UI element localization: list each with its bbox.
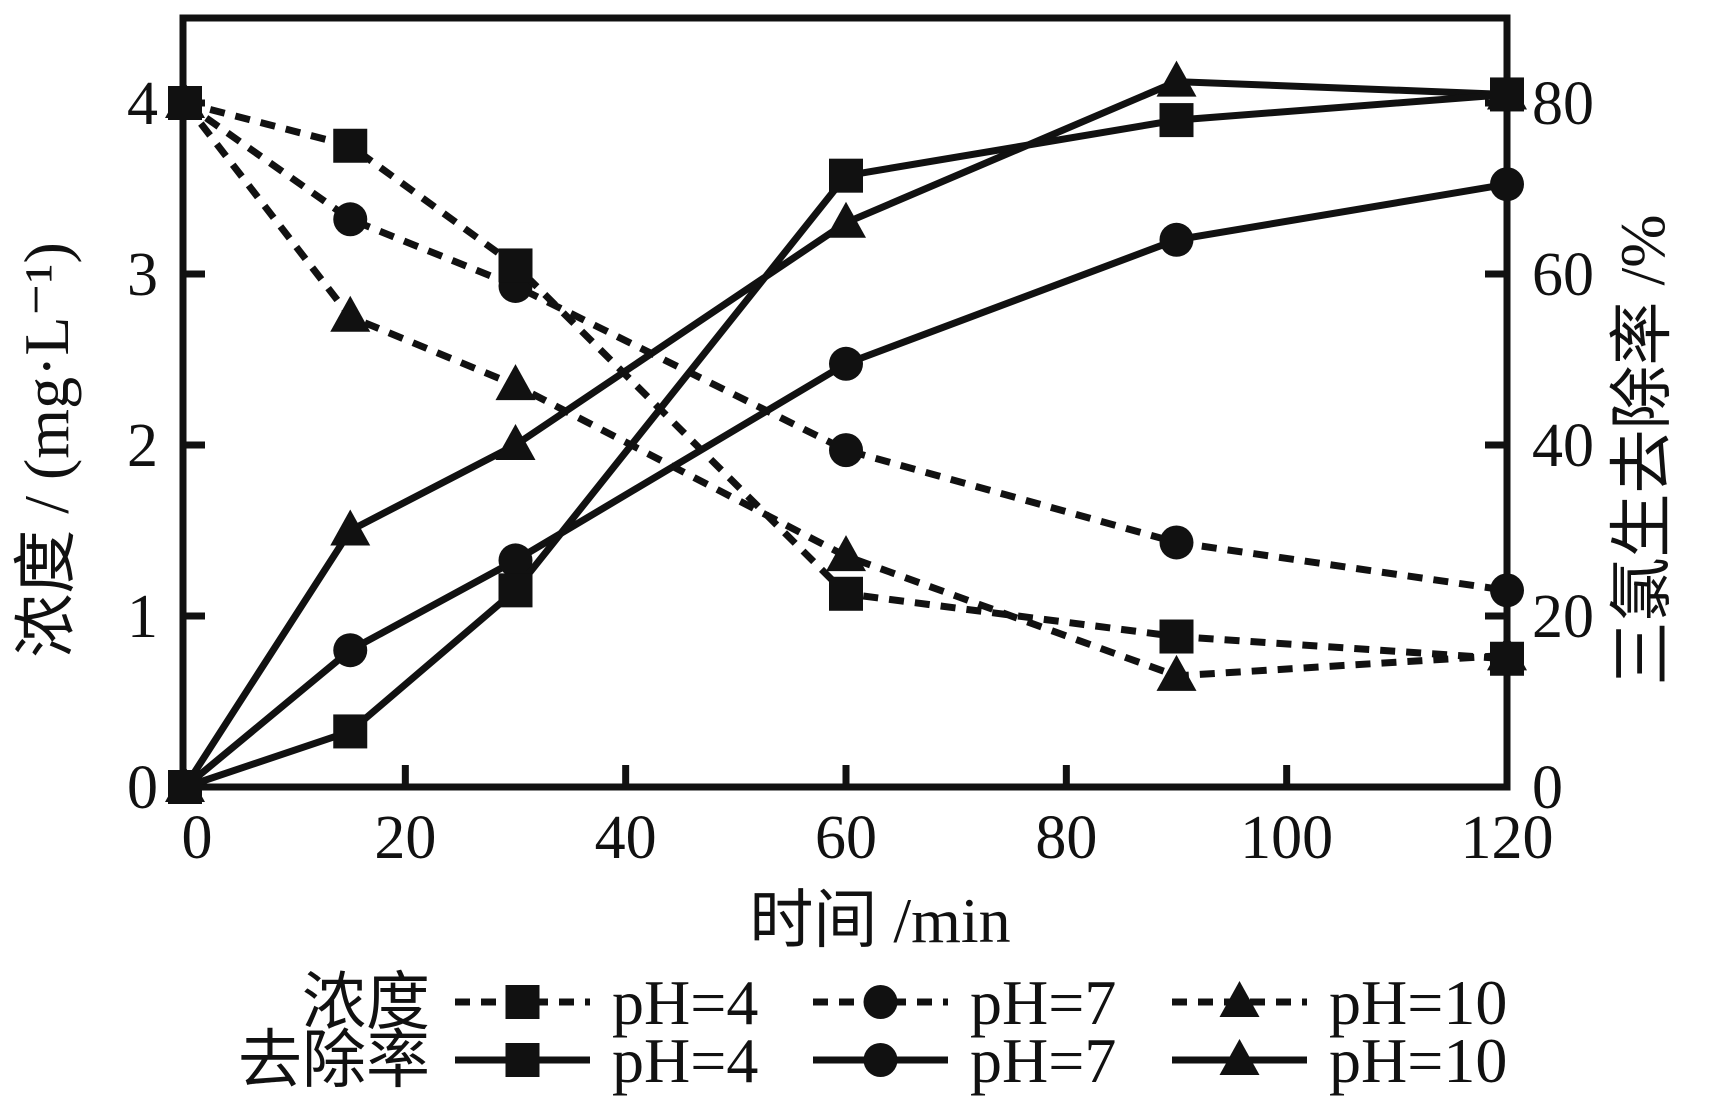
series-concentration-ph4 bbox=[168, 86, 1524, 676]
square-marker bbox=[829, 158, 863, 193]
square-marker bbox=[168, 86, 202, 120]
triangle-marker bbox=[826, 535, 866, 572]
triangle-marker bbox=[495, 424, 536, 460]
square-marker bbox=[1159, 619, 1194, 654]
plot-frame bbox=[179, 14, 1511, 791]
series-line bbox=[182, 100, 1508, 680]
series-removal-ph7 bbox=[168, 167, 1524, 804]
triangle-marker bbox=[1156, 60, 1197, 97]
legend-item-concentration-ph4: pH=4 bbox=[455, 967, 758, 1038]
tick-label: 100 bbox=[1240, 804, 1333, 872]
series-line bbox=[182, 180, 1508, 790]
tick-label: 20 bbox=[374, 804, 436, 872]
circle-marker bbox=[333, 202, 368, 237]
tick-label: 120 bbox=[1461, 804, 1554, 872]
circle-marker bbox=[863, 1043, 898, 1077]
triangle-marker bbox=[826, 201, 866, 238]
tick-label: 80 bbox=[1035, 804, 1097, 872]
legend: 浓度 pH=4 pH=7 pH=10 去除率 pH=4 pH=7 pH=10 bbox=[238, 967, 1507, 1096]
circle-marker bbox=[333, 633, 368, 668]
circle-marker bbox=[1490, 167, 1524, 202]
square-marker bbox=[168, 770, 202, 804]
tick-label: 0 bbox=[1532, 754, 1563, 822]
legend-item-removal-ph4: pH=4 bbox=[455, 1025, 758, 1096]
legend-row-label: 去除率 bbox=[238, 1025, 430, 1096]
legend-row-label: 浓度 bbox=[302, 967, 430, 1038]
square-marker bbox=[505, 985, 540, 1019]
series-line bbox=[184, 99, 1508, 663]
square-marker bbox=[333, 714, 368, 749]
circle-marker bbox=[1159, 222, 1194, 257]
legend-item-label: pH=10 bbox=[1329, 1025, 1507, 1096]
tick-label: 0 bbox=[182, 804, 213, 872]
left-axis-title: 浓度 / (mg·L⁻¹) bbox=[11, 242, 82, 658]
tick-label: 20 bbox=[1532, 583, 1594, 651]
triangle-marker bbox=[330, 295, 371, 332]
series-line bbox=[183, 90, 1508, 791]
tick-label: 3 bbox=[127, 241, 158, 309]
tick-label: 60 bbox=[1532, 241, 1594, 309]
legend-item-removal-ph10: pH=10 bbox=[1172, 1025, 1507, 1096]
tick-label: 4 bbox=[127, 70, 158, 138]
circle-marker bbox=[498, 543, 533, 578]
series-removal-ph4 bbox=[168, 77, 1524, 804]
plot-border bbox=[179, 14, 1511, 791]
square-marker bbox=[1490, 77, 1524, 112]
tick-label: 0 bbox=[127, 754, 158, 822]
x-axis: 0 20 40 60 80 100 120 bbox=[182, 765, 1554, 872]
circle-marker bbox=[829, 433, 863, 468]
tick-label: 80 bbox=[1532, 70, 1594, 138]
tick-label: 2 bbox=[127, 412, 158, 480]
circle-marker bbox=[1159, 525, 1194, 560]
legend-item-label: pH=10 bbox=[1329, 967, 1507, 1038]
triangle-marker bbox=[495, 364, 536, 401]
legend-item-concentration-ph10: pH=10 bbox=[1172, 967, 1507, 1038]
triangle-marker bbox=[1219, 981, 1260, 1017]
circle-marker bbox=[829, 346, 863, 381]
tick-label: 1 bbox=[127, 583, 158, 651]
square-marker bbox=[498, 248, 533, 283]
square-marker bbox=[829, 576, 863, 611]
series-line bbox=[182, 78, 1508, 789]
circle-marker bbox=[1490, 573, 1524, 608]
legend-item-label: pH=7 bbox=[970, 967, 1116, 1038]
y-axis-right: 0 20 40 60 80 bbox=[1485, 70, 1594, 822]
square-marker bbox=[498, 573, 533, 608]
y-axis-left: 0 1 2 3 4 bbox=[127, 70, 205, 822]
x-axis-title: 时间 /min bbox=[749, 885, 1010, 956]
legend-item-removal-ph7: pH=7 bbox=[813, 1025, 1116, 1096]
legend-item-concentration-ph7: pH=7 bbox=[813, 967, 1116, 1038]
right-axis-title: 三氯生去除率 /% bbox=[1607, 214, 1678, 685]
triangle-marker bbox=[1219, 1039, 1260, 1075]
tick-label: 40 bbox=[595, 804, 657, 872]
circle-marker bbox=[863, 985, 898, 1019]
legend-item-label: pH=4 bbox=[612, 967, 758, 1038]
legend-row-concentration: 浓度 pH=4 pH=7 pH=10 bbox=[302, 967, 1507, 1038]
triangle-marker bbox=[1156, 654, 1197, 691]
triangle-marker bbox=[330, 509, 371, 546]
series-layer bbox=[165, 60, 1527, 804]
square-marker bbox=[1159, 103, 1194, 138]
legend-row-removal: 去除率 pH=4 pH=7 pH=10 bbox=[238, 1025, 1507, 1096]
tick-label: 40 bbox=[1532, 412, 1594, 480]
square-marker bbox=[1490, 641, 1524, 676]
tick-label: 60 bbox=[815, 804, 877, 872]
legend-item-label: pH=7 bbox=[970, 1025, 1116, 1096]
legend-item-label: pH=4 bbox=[612, 1025, 758, 1096]
square-marker bbox=[505, 1043, 540, 1077]
square-marker bbox=[333, 128, 368, 163]
series-line bbox=[182, 100, 1508, 594]
